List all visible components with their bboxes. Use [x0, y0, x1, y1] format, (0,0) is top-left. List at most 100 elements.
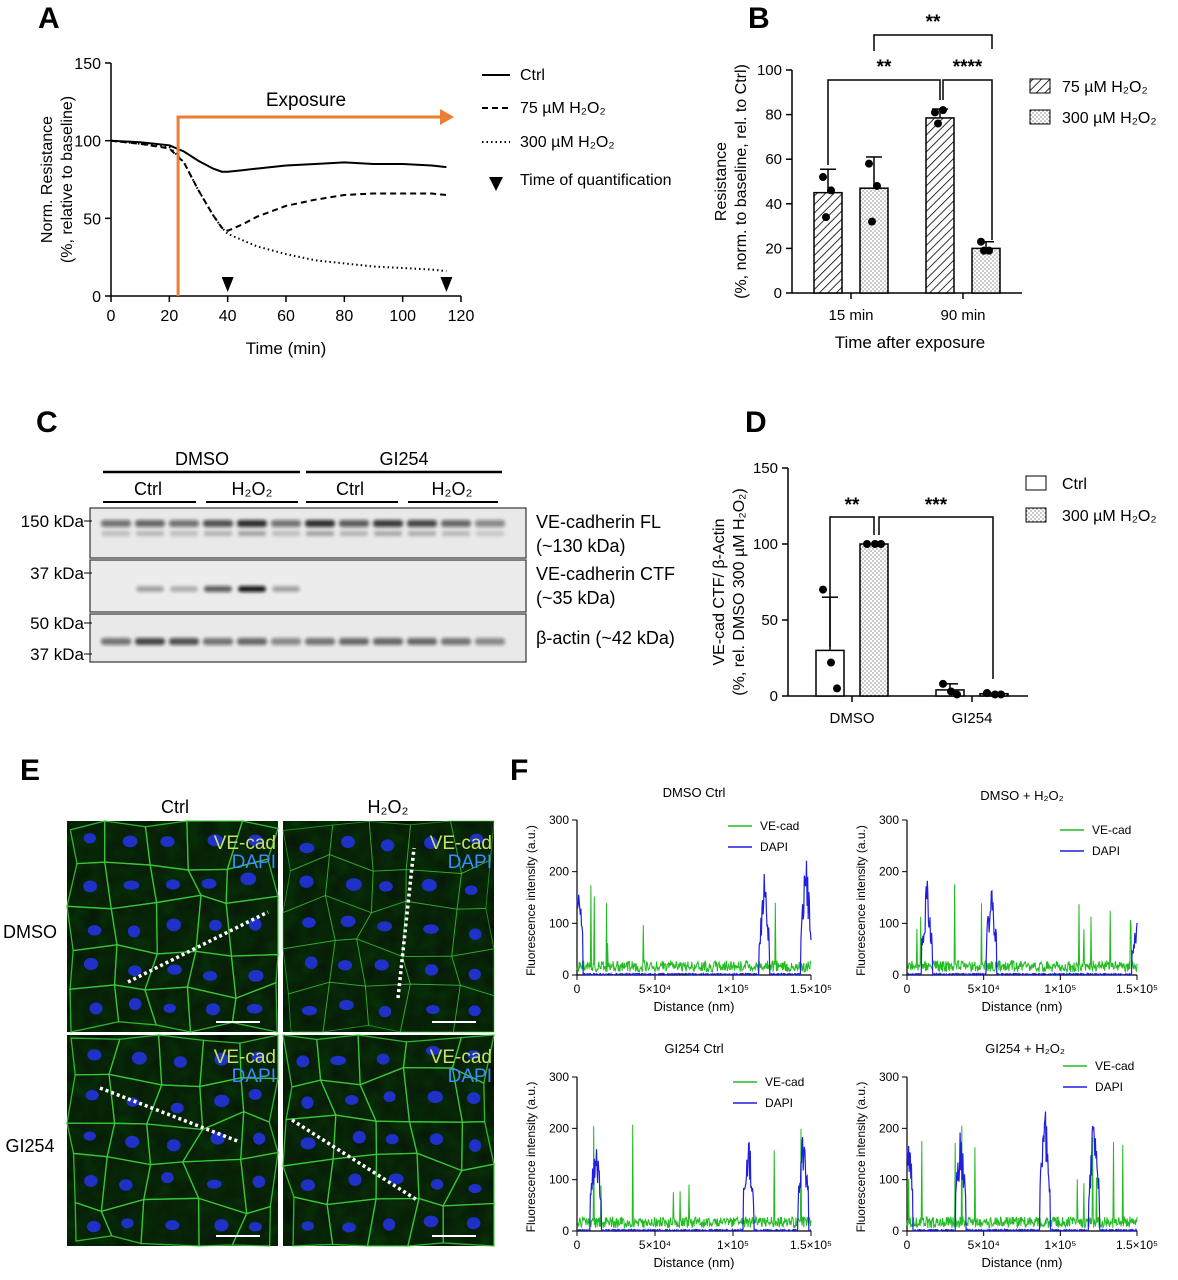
- data-point: [863, 540, 871, 548]
- band-actin: [407, 638, 437, 645]
- y-tick-label: 80: [765, 107, 782, 124]
- data-point: [980, 246, 988, 255]
- nucleus: [87, 925, 102, 936]
- y-tick-label: 300: [879, 1070, 899, 1084]
- panel-a-y-label-2: (%, relative to baseline): [59, 96, 76, 263]
- data-point: [977, 237, 985, 246]
- significance-bracket: [829, 516, 875, 647]
- nucleus: [301, 1221, 314, 1231]
- nucleus: [161, 1172, 174, 1184]
- stain-label-dapi: DAPI: [448, 1066, 492, 1087]
- legend-label: DAPI: [1095, 1080, 1123, 1094]
- measurement-line: [291, 1118, 418, 1202]
- nucleus: [167, 964, 182, 975]
- significance-bracket: [827, 79, 941, 165]
- x-tick-label: GI254: [952, 710, 993, 727]
- nucleus: [345, 878, 362, 891]
- band-label-actin: β-actin (~42 kDa): [536, 628, 675, 648]
- series-line: [110, 139, 447, 232]
- marker-50: 50 kDa: [30, 614, 84, 633]
- dapi-trace: [576, 1137, 812, 1233]
- band-fl-lower: [272, 531, 300, 536]
- panel-f-subplot: GI254 Ctrl 0 100 200 300 0 5×10⁴ 1×10⁵ 1.5×10⁵ Di…: [524, 1041, 832, 1270]
- nucleus: [430, 1179, 444, 1190]
- nucleus: [388, 1173, 404, 1185]
- blot-group-dmso: DMSO: [175, 449, 229, 469]
- significance-bracket: [942, 79, 993, 240]
- legend-label: VE-cad: [765, 1075, 804, 1089]
- x-axis-label: Distance (nm): [982, 1255, 1063, 1270]
- nucleus: [299, 842, 315, 854]
- data-point: [871, 540, 879, 548]
- nucleus: [464, 885, 478, 896]
- blot-strip-ctf: [89, 559, 527, 613]
- legend-swatch: [1025, 507, 1047, 523]
- band-actin: [475, 638, 505, 645]
- y-tick-label: 200: [549, 1121, 569, 1135]
- y-tick-label: 100: [74, 134, 101, 151]
- quantification-marker: [221, 277, 234, 292]
- nucleus: [301, 1096, 314, 1109]
- y-tick-label: 50: [761, 612, 778, 629]
- nucleus: [83, 880, 98, 893]
- nucleus: [207, 834, 223, 847]
- nucleus: [342, 1222, 357, 1233]
- panel-a-x-label: Time (min): [246, 339, 327, 358]
- band-fl-lower: [340, 531, 368, 536]
- panel-letter-b: B: [748, 2, 770, 35]
- x-tick-label: 5×10⁴: [968, 982, 1000, 996]
- y-tick-label: 0: [892, 968, 899, 982]
- nucleus: [248, 1221, 262, 1232]
- x-tick-label: 80: [335, 308, 353, 325]
- marker-37b: 37 kDa: [30, 645, 84, 664]
- panel-d-y-label: VE-cad CTF/ β-Actin: [711, 518, 728, 665]
- band-fl: [101, 520, 131, 527]
- nucleus: [163, 1003, 176, 1013]
- panel-a-axes: 0 20 40 60 80 100 120 0 50 100 150: [74, 56, 474, 325]
- nucleus: [300, 1179, 315, 1191]
- data-point: [939, 106, 947, 115]
- data-point: [865, 159, 873, 168]
- y-axis-label: Fluorescence intensity (a.u.): [524, 825, 538, 976]
- nucleus: [165, 879, 181, 890]
- nucleus: [468, 1183, 482, 1194]
- nucleus: [240, 872, 257, 886]
- nucleus: [299, 875, 314, 888]
- band-label-ctf-size: (~35 kDa): [536, 588, 616, 608]
- data-point: [873, 181, 881, 190]
- x-tick-label: 1×10⁵: [717, 1238, 749, 1252]
- y-axis-label: Fluorescence intensity (a.u.): [524, 1082, 538, 1233]
- band-fl: [271, 520, 301, 527]
- ve-cad-trace: [576, 885, 812, 974]
- panel-f-subplot: DMSO + H₂O₂ 0 100 200 300 0 5×10⁴ 1×10⁵ 1.5×10⁵ D…: [854, 788, 1158, 1014]
- dapi-trace: [906, 1111, 1138, 1233]
- legend-label: DAPI: [1092, 844, 1120, 858]
- y-tick-label: 200: [879, 1121, 899, 1135]
- nucleus: [125, 1135, 140, 1148]
- subplot-title: DMSO + H₂O₂: [980, 788, 1063, 803]
- x-tick-label: 1×10⁵: [717, 982, 749, 996]
- legend-label: VE-cad: [760, 819, 799, 833]
- y-tick-label: 0: [774, 285, 782, 302]
- panel-e-microscopy: Ctrl H₂O₂ DMSO GI254 VE-cadDAPIVE-cadDAP…: [3, 797, 495, 1247]
- stain-label-dapi: DAPI: [448, 852, 492, 873]
- panel-a-lines: [110, 109, 454, 296]
- significance-label: ****: [953, 57, 983, 78]
- y-tick-label: 150: [753, 460, 778, 477]
- x-tick-label: 60: [277, 308, 295, 325]
- band-fl-lower: [238, 531, 266, 536]
- nucleus: [340, 915, 356, 928]
- data-point: [819, 173, 827, 182]
- band-label-fl: VE-cadherin FL: [536, 512, 661, 532]
- nucleus: [304, 956, 318, 969]
- band-ctf: [204, 586, 232, 592]
- panel-d-axes: 0 50 100 150 DMSO GI254: [753, 460, 1028, 727]
- legend-label: 300 µM H₂O₂: [1062, 508, 1157, 525]
- panel-d-legend: Ctrl 300 µM H₂O₂: [1025, 475, 1157, 525]
- y-tick-label: 100: [757, 62, 782, 79]
- y-tick-label: 0: [770, 688, 778, 705]
- nucleus: [206, 1179, 222, 1189]
- nucleus: [84, 1174, 98, 1187]
